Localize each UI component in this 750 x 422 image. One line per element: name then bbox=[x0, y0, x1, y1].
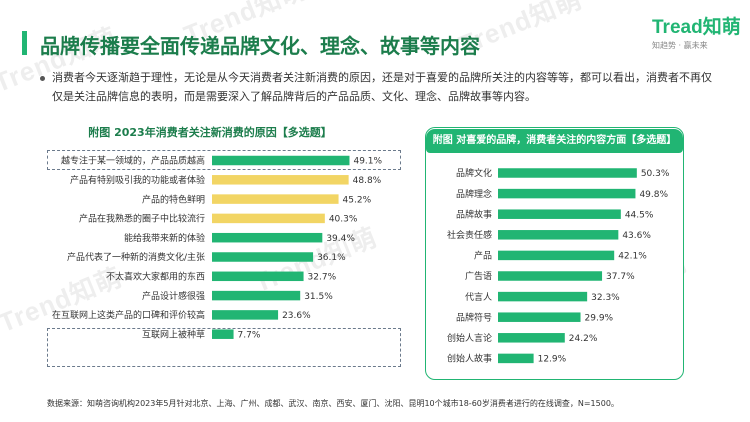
value-label: 49.1% bbox=[353, 157, 382, 167]
bar bbox=[212, 232, 323, 243]
value-label: 7.7% bbox=[238, 330, 261, 340]
bar bbox=[498, 250, 615, 261]
value-label: 42.1% bbox=[618, 252, 647, 262]
bar bbox=[212, 290, 301, 301]
value-label: 31.5% bbox=[304, 292, 333, 302]
value-label: 50.3% bbox=[641, 169, 670, 179]
category-label: 代言人 bbox=[465, 291, 492, 303]
value-label: 32.3% bbox=[591, 293, 620, 303]
value-label: 12.9% bbox=[538, 355, 567, 365]
bar bbox=[212, 252, 314, 262]
value-label: 36.1% bbox=[317, 253, 346, 263]
bar bbox=[212, 271, 304, 282]
data-source-note: 数据来源：知萌咨询机构2023年5月针对北京、上海、广州、成都、武汉、南京、西安… bbox=[47, 399, 619, 408]
category-label: 在互联网上这类产品的口碑和评价较高 bbox=[52, 309, 205, 321]
page-title: 品牌传播要全面传递品牌文化、理念、故事等内容 bbox=[40, 34, 480, 58]
value-label: 44.5% bbox=[625, 210, 654, 220]
value-label: 37.7% bbox=[606, 272, 635, 282]
category-label: 能给我带来新的体验 bbox=[124, 232, 205, 244]
value-label: 23.6% bbox=[282, 311, 311, 321]
bar bbox=[212, 213, 325, 224]
category-label: 创始人言论 bbox=[447, 332, 492, 344]
highlight-box-top bbox=[47, 150, 401, 170]
value-label: 45.2% bbox=[343, 195, 372, 205]
intro-text: 消费者今天逐渐趋于理性，无论是从今天消费者关注新消费的原因，还是对于喜爱的品牌所… bbox=[52, 71, 712, 103]
bullet-icon bbox=[40, 76, 45, 81]
value-label: 49.8% bbox=[639, 190, 668, 200]
bar bbox=[498, 353, 534, 364]
value-label: 24.2% bbox=[569, 334, 598, 344]
value-label: 48.8% bbox=[353, 176, 382, 186]
category-label: 社会责任感 bbox=[447, 229, 492, 241]
category-label: 品牌文化 bbox=[456, 167, 492, 179]
category-label: 品牌理念 bbox=[456, 188, 492, 200]
right-chart-title: 附图 对喜爱的品牌，消费者关注的内容方面【多选题】 bbox=[426, 129, 683, 153]
bar bbox=[212, 310, 279, 320]
value-label: 39.4% bbox=[326, 234, 355, 244]
bar bbox=[498, 333, 565, 343]
category-label: 产品的特色鲜明 bbox=[142, 193, 205, 205]
value-label: 43.6% bbox=[622, 231, 651, 241]
bar bbox=[498, 168, 637, 178]
category-label: 产品代表了一种新的消费文化/主张 bbox=[67, 251, 205, 263]
bar bbox=[498, 188, 636, 199]
value-label: 32.7% bbox=[308, 273, 337, 283]
bar bbox=[498, 209, 621, 219]
highlight-box-bottom bbox=[47, 328, 401, 367]
category-label: 广告语 bbox=[465, 270, 492, 282]
logo-text: Tread知萌 bbox=[652, 17, 741, 38]
category-label: 创始人故事 bbox=[447, 353, 492, 365]
bar bbox=[498, 291, 588, 302]
logo-tagline: 知趋势 · 赢未来 bbox=[652, 41, 708, 50]
value-label: 40.3% bbox=[329, 215, 358, 225]
category-label: 越专注于某一领域的，产品品质越高 bbox=[61, 155, 205, 167]
bar bbox=[498, 271, 603, 281]
bar bbox=[212, 175, 349, 185]
category-label: 产品 bbox=[474, 250, 492, 262]
category-label: 品牌符号 bbox=[456, 311, 492, 323]
category-label: 品牌故事 bbox=[456, 208, 492, 220]
category-label: 产品设计感很强 bbox=[142, 290, 205, 302]
brand-logo: Tread知萌 知趋势 · 赢未来 bbox=[652, 12, 741, 51]
bar bbox=[498, 230, 619, 240]
bar bbox=[212, 329, 234, 339]
category-label: 产品在我熟悉的圈子中比较流行 bbox=[79, 213, 205, 225]
title-accent-bar bbox=[22, 31, 27, 55]
bar bbox=[212, 194, 339, 204]
left-chart-title: 附图 2023年消费者关注新消费的原因【多选题】 bbox=[88, 126, 332, 139]
category-label: 产品有特别吸引我的功能或者体验 bbox=[70, 174, 205, 186]
bar bbox=[212, 155, 350, 166]
category-label: 不太喜欢大家都用的东西 bbox=[106, 271, 205, 283]
bar bbox=[498, 312, 581, 322]
category-label: 互联网上被种草 bbox=[142, 328, 205, 340]
value-label: 29.9% bbox=[585, 313, 614, 323]
